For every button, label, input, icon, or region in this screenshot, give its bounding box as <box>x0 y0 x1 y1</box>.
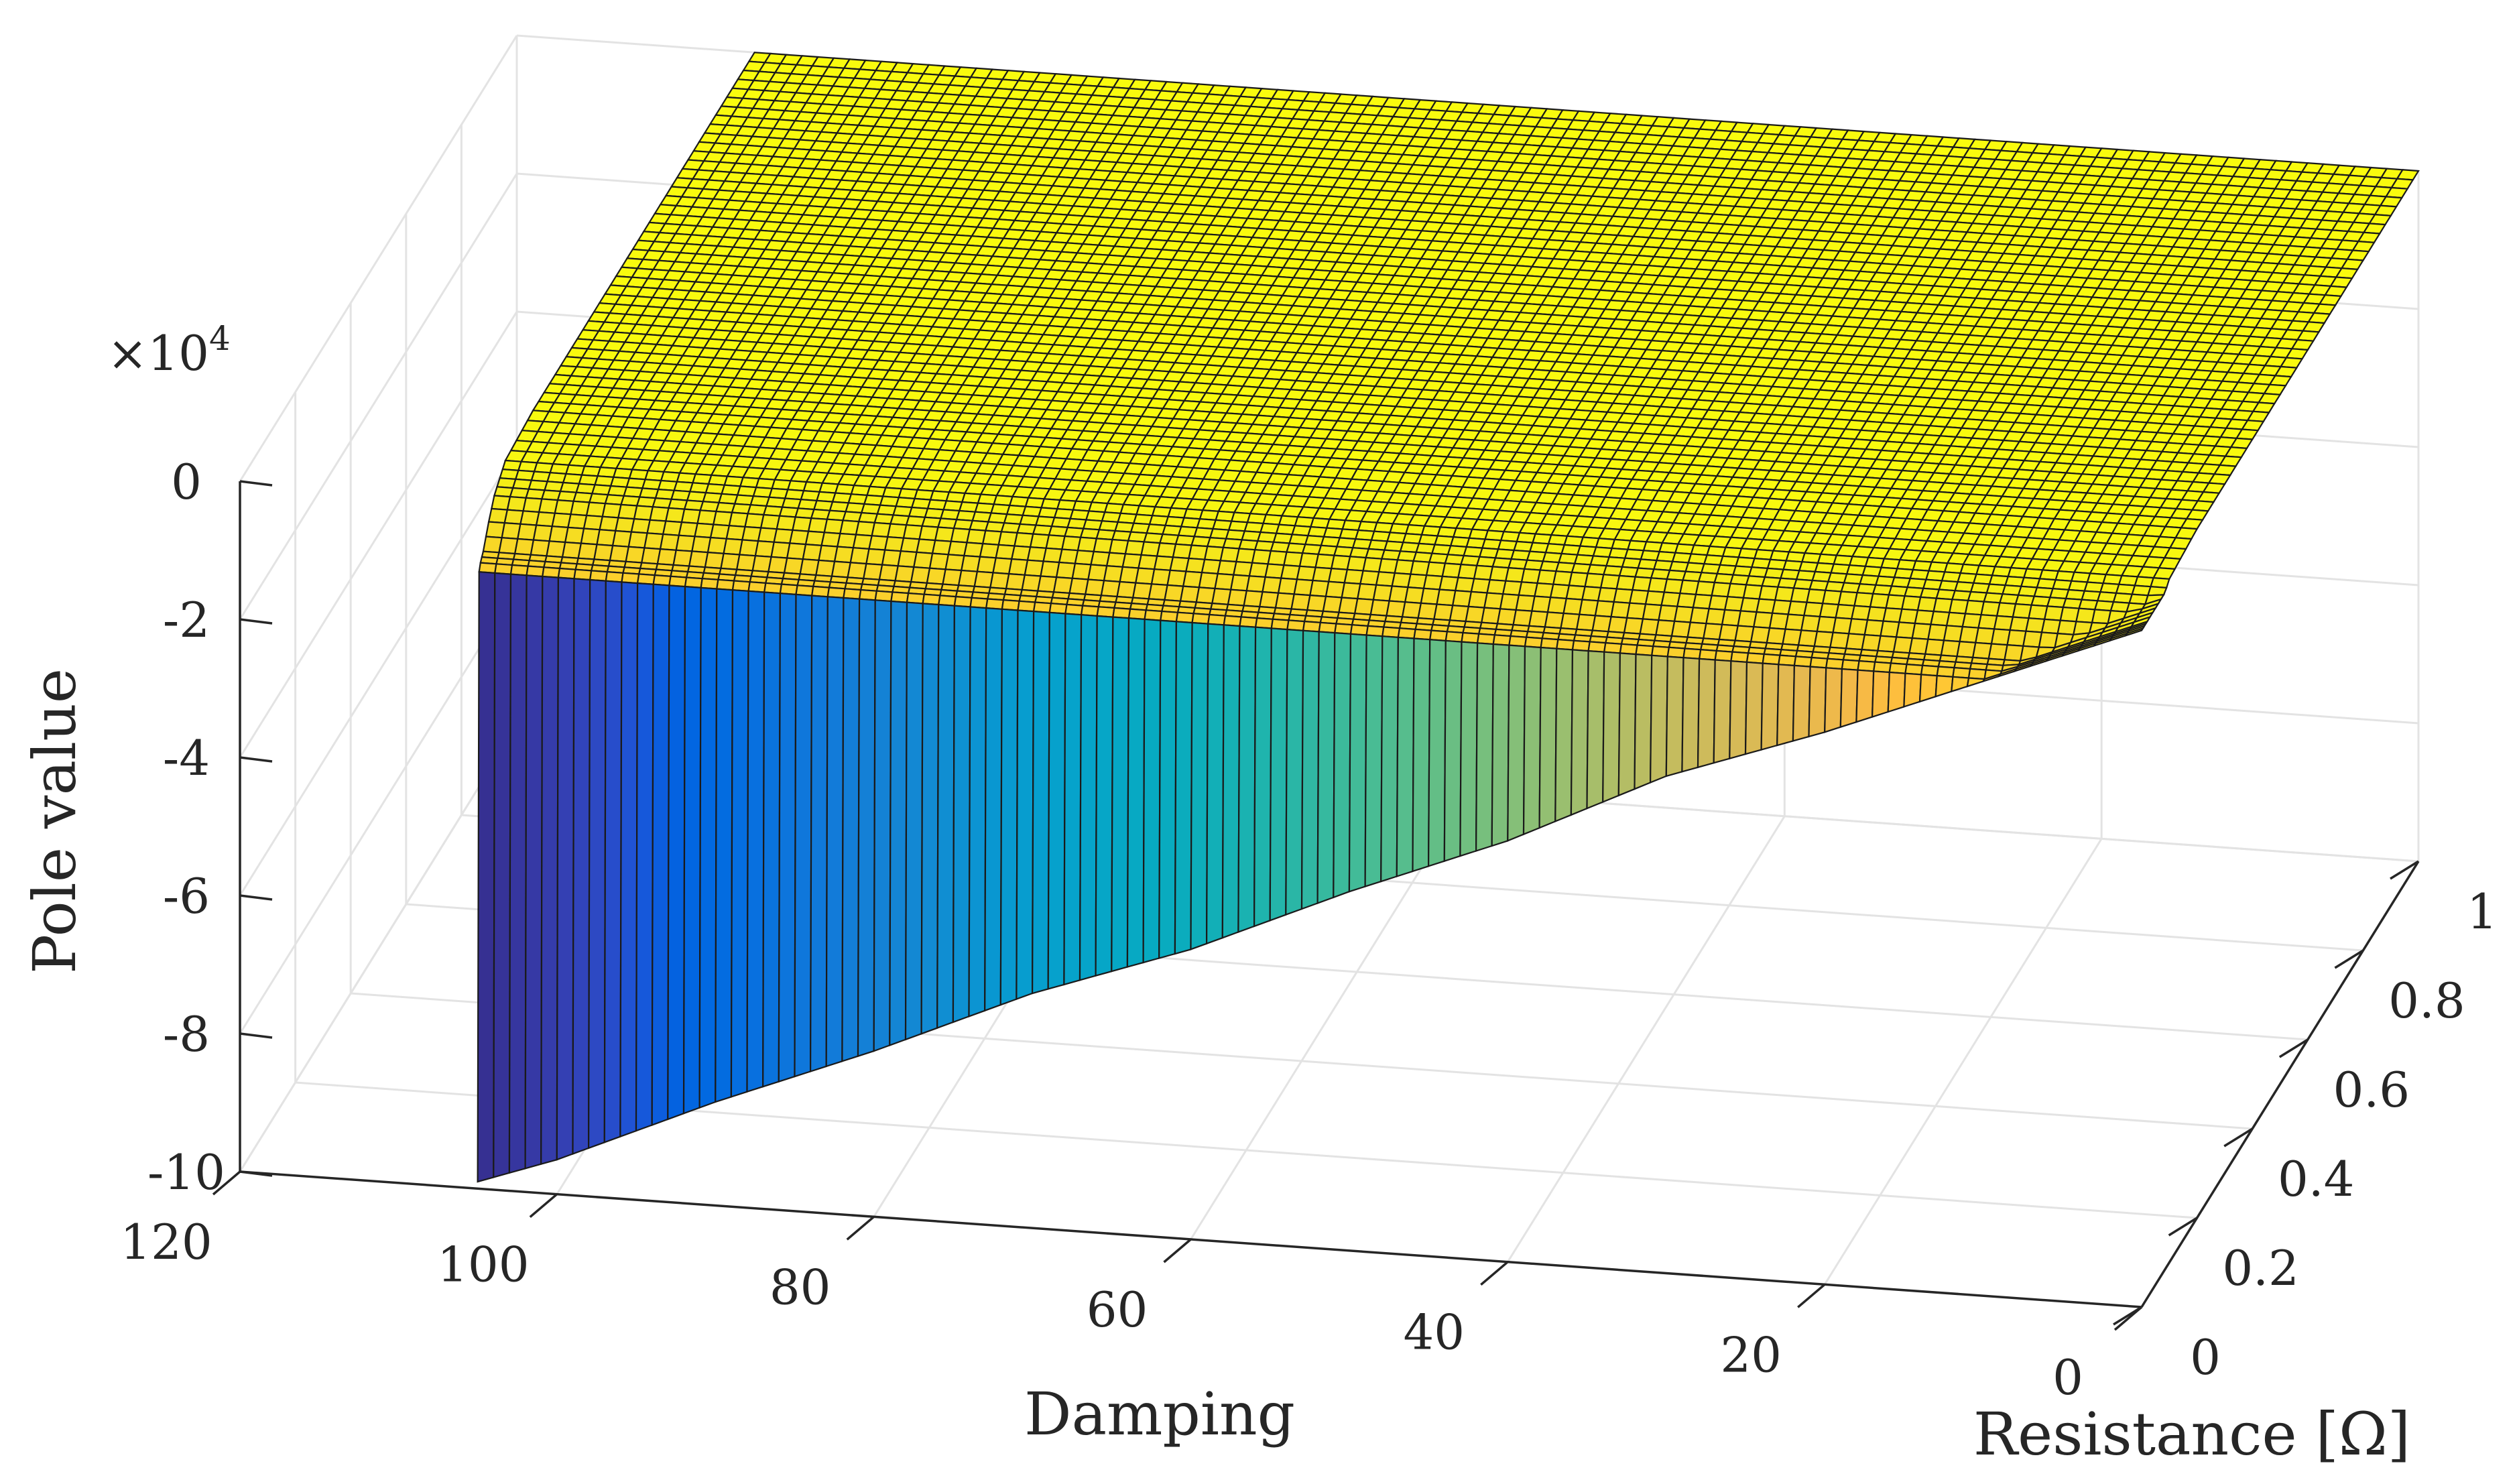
grid-line <box>1823 838 2103 1286</box>
grid-line <box>239 587 518 1034</box>
grid-line <box>239 173 518 620</box>
grid-line <box>239 35 518 482</box>
grid-line <box>239 725 518 1172</box>
grid-line <box>1507 815 1786 1263</box>
surface <box>477 52 2420 1183</box>
grid-line <box>239 449 518 896</box>
grid-line <box>239 311 518 758</box>
